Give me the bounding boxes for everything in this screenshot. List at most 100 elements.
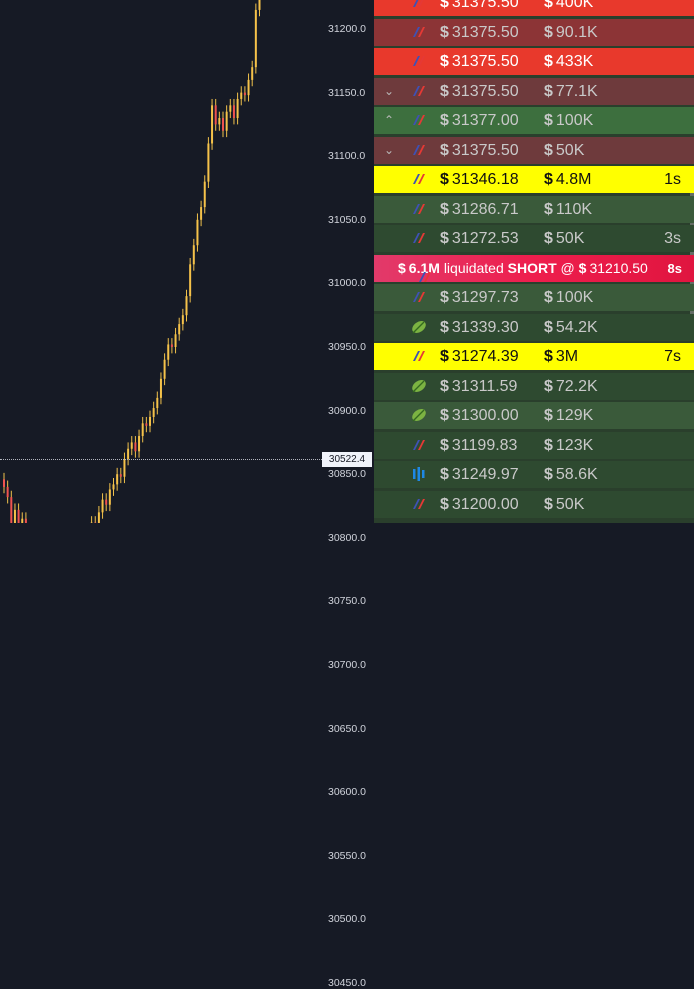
- price-axis-tick: 30550.0: [328, 850, 366, 862]
- candle-body: [233, 105, 235, 118]
- candle-body: [123, 459, 125, 477]
- dollar-sign: $: [440, 289, 449, 306]
- candle-body: [211, 105, 213, 143]
- candle-body: [193, 245, 195, 264]
- trade-price-value: 31300.00: [452, 407, 519, 424]
- dollar-sign: $: [440, 112, 449, 129]
- trade-row[interactable]: $31339.30$54.2K: [374, 314, 694, 341]
- trade-row[interactable]: $31375.50$90.1K: [374, 19, 694, 46]
- leaf-icon: [411, 378, 427, 394]
- trade-price-value: 31375.50: [452, 0, 519, 11]
- candle-body: [240, 93, 242, 99]
- trade-row[interactable]: $31249.97$58.6K: [374, 461, 694, 488]
- trade-size-value: 50K: [556, 142, 584, 159]
- trade-row[interactable]: $31286.71 $110K: [374, 196, 694, 223]
- dollar-sign: $: [440, 230, 449, 247]
- candle-body: [98, 512, 100, 523]
- exchange-a-icon: [411, 348, 427, 364]
- trade-size-value: 4.8M: [556, 171, 592, 188]
- trade-price: $31286.71: [440, 196, 519, 223]
- trade-size-value: 129K: [556, 407, 593, 424]
- liquidation-at: @: [561, 260, 575, 276]
- dollar-sign: $: [440, 437, 449, 454]
- trade-size-value: 50K: [556, 230, 584, 247]
- trade-size: $123K: [544, 432, 593, 459]
- trade-price: $31375.50: [440, 78, 519, 105]
- price-axis-tick: 30750.0: [328, 595, 366, 607]
- dollar-sign: $: [440, 201, 449, 218]
- trade-row[interactable]: $31375.50$400K: [374, 0, 694, 16]
- trade-size: $72.2K: [544, 373, 598, 400]
- trade-row[interactable]: $31300.00$129K: [374, 402, 694, 429]
- trade-feed[interactable]: $31375.50$400K$31375.50$90.1K$31375.50$4…: [374, 0, 694, 523]
- candle-body: [200, 207, 202, 220]
- dollar-sign: $: [544, 53, 553, 70]
- trade-row[interactable]: ⌄ $31375.50 $50K: [374, 137, 694, 164]
- candle-body: [25, 519, 27, 523]
- candle-body: [145, 423, 147, 426]
- candle-body: [7, 487, 9, 497]
- price-axis-tick: 30500.0: [328, 913, 366, 925]
- trade-price: $31300.00: [440, 402, 519, 429]
- trade-price: $31375.50: [440, 137, 519, 164]
- trade-row[interactable]: $31311.59$72.2K: [374, 373, 694, 400]
- trade-row[interactable]: $31297.73 $100K: [374, 284, 694, 311]
- candle-body: [142, 423, 144, 436]
- chevron-down-icon: ⌄: [382, 83, 396, 99]
- dollar-sign: $: [544, 201, 553, 218]
- price-axis-tick: 31200.0: [328, 23, 366, 35]
- exchange-a-icon: [411, 142, 427, 158]
- candle-body: [171, 344, 173, 347]
- chevron-up-icon: ⌃: [382, 112, 396, 128]
- trade-size: $50K: [544, 137, 584, 164]
- dollar-sign: $: [440, 0, 449, 11]
- candle-body: [156, 398, 158, 408]
- trade-size: $58.6K: [544, 461, 598, 488]
- dollar-sign: $: [544, 112, 553, 129]
- exchange-a-icon: [411, 437, 427, 453]
- candle-body: [10, 497, 12, 523]
- trade-row[interactable]: $31375.50$433K: [374, 48, 694, 75]
- trade-size: $3M: [544, 343, 578, 370]
- trade-price-value: 31297.73: [452, 289, 519, 306]
- candle-body: [164, 360, 166, 379]
- trade-price: $31377.00: [440, 107, 519, 134]
- candle-body: [113, 484, 115, 489]
- dollar-sign: $: [544, 230, 553, 247]
- exchange-a-icon: [411, 24, 427, 40]
- liquidation-price: 31210.50: [589, 260, 647, 276]
- trade-size: $90.1K: [544, 19, 598, 46]
- candle-body: [120, 474, 122, 477]
- exchange-a-icon: [417, 267, 431, 281]
- trade-size-value: 123K: [556, 437, 593, 454]
- trade-size-value: 100K: [556, 289, 593, 306]
- candle-body: [226, 112, 228, 131]
- trade-row[interactable]: ⌄$31375.50$77.1K: [374, 78, 694, 105]
- trade-price: $31339.30: [440, 314, 519, 341]
- dollar-sign: $: [440, 378, 449, 395]
- candle-body: [160, 379, 162, 398]
- candle-body: [167, 344, 169, 359]
- trade-size-value: 400K: [556, 0, 593, 11]
- dollar-sign: $: [544, 83, 553, 100]
- candle-body: [259, 0, 261, 10]
- dollar-sign: $: [544, 496, 553, 513]
- candle-body: [255, 10, 257, 67]
- trade-size: $100K: [544, 284, 593, 311]
- trade-row[interactable]: $31199.83$123K: [374, 432, 694, 459]
- chevron-down-icon: ⌄: [382, 142, 396, 158]
- dollar-sign: $: [440, 53, 449, 70]
- candle-body: [21, 519, 23, 523]
- trade-price-value: 31375.50: [452, 83, 519, 100]
- price-axis-tick: 31050.0: [328, 214, 366, 226]
- dollar-sign: $: [544, 378, 553, 395]
- candle-body: [153, 408, 155, 417]
- trade-row[interactable]: $31200.00$50K: [374, 491, 694, 518]
- trade-row[interactable]: ⌃$31377.00$100K: [374, 107, 694, 134]
- trade-size: $110K: [544, 196, 592, 223]
